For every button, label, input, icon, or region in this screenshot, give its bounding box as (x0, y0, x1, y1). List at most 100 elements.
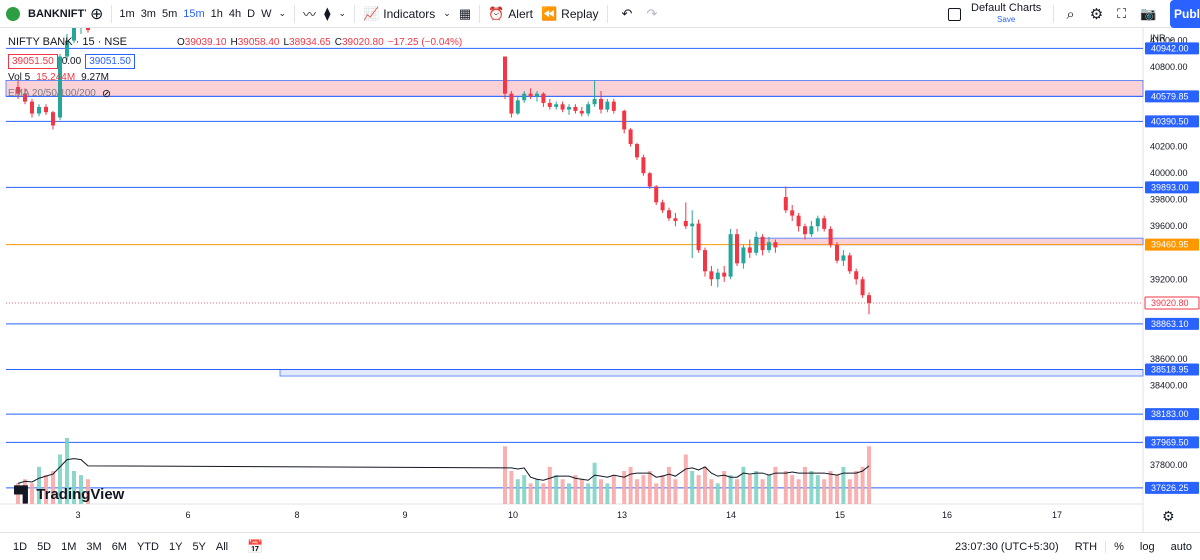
timeframe-5m[interactable]: 5m (161, 7, 178, 20)
indicators-button[interactable]: 📈 Indicators ⌄ (359, 0, 455, 28)
timeframe-dropdown-icon[interactable]: ⌄ (278, 8, 287, 18)
volume-bar-25[interactable] (592, 462, 597, 504)
volume-bar-48[interactable] (747, 475, 752, 504)
publish-button[interactable]: Publish (1170, 0, 1200, 28)
redo-icon[interactable]: ↷ (646, 5, 658, 21)
candle-body-57[interactable] (809, 226, 814, 235)
candle-body-39[interactable] (690, 223, 695, 227)
candle-body-64[interactable] (854, 271, 859, 280)
candle-body-14[interactable] (522, 93, 527, 101)
volume-bar-44[interactable] (722, 471, 727, 504)
candle-body-3[interactable] (37, 106, 41, 114)
candle-body-63[interactable] (847, 255, 852, 272)
volume-bar-65[interactable] (860, 466, 865, 504)
zone-rect-2[interactable] (279, 369, 1144, 377)
buy-price-box[interactable]: 39051.50 (85, 53, 135, 69)
candle-body-15[interactable] (528, 93, 533, 97)
volume-bar-5[interactable] (51, 471, 55, 504)
candle-body-5[interactable] (51, 112, 55, 126)
volume-bar-9[interactable] (79, 475, 83, 504)
volume-bar-6[interactable] (58, 454, 62, 505)
candle-body-60[interactable] (828, 228, 833, 245)
price-label-box-3[interactable] (1145, 181, 1199, 194)
hidden-eye-icon[interactable]: ⊘ (101, 87, 112, 100)
price-label-box-10[interactable] (1145, 481, 1199, 494)
line-chart-type-icon[interactable]: 〰 (303, 7, 317, 22)
range-1d[interactable]: 1D (13, 540, 28, 553)
range-5y[interactable]: 5Y (192, 540, 206, 553)
goto-date-icon[interactable]: 📅 (247, 538, 264, 554)
candlestick-chart[interactable]: INR ⌄41000.0040800.0040200.0040000.00398… (0, 28, 1200, 532)
candle-body-12[interactable] (509, 93, 514, 114)
candle-body-62[interactable] (841, 255, 846, 261)
volume-bar-46[interactable] (735, 479, 739, 504)
volume-bar-59[interactable] (822, 479, 827, 504)
volume-bar-0[interactable] (16, 483, 20, 504)
candle-body-55[interactable] (796, 215, 801, 227)
volume-bar-15[interactable] (528, 483, 533, 504)
scale-settings-gear-icon[interactable]: ⚙ (1162, 509, 1175, 525)
volume-bar-45[interactable] (728, 475, 733, 504)
volume-bar-61[interactable] (835, 475, 839, 504)
search-icon[interactable]: ⌕ (1066, 5, 1075, 23)
volume-bar-43[interactable] (715, 483, 720, 504)
templates-grid-icon[interactable]: ▦ (458, 5, 472, 21)
candle-body-6[interactable] (58, 56, 62, 118)
range-1m[interactable]: 1M (61, 540, 77, 553)
volume-bar-66[interactable] (867, 446, 871, 504)
range-3m[interactable]: 3M (86, 540, 102, 553)
candle-body-4[interactable] (44, 106, 48, 113)
candle-body-13[interactable] (515, 100, 520, 114)
candle-body-26[interactable] (599, 98, 603, 110)
candle-body-24[interactable] (586, 104, 591, 114)
timeframe-1h[interactable]: 1h (210, 7, 223, 20)
price-label-box-5[interactable] (1144, 296, 1200, 310)
candle-body-27[interactable] (605, 101, 610, 110)
candle-body-2[interactable] (30, 101, 34, 114)
volume-bar-62[interactable] (841, 466, 846, 504)
volume-bar-30[interactable] (628, 466, 633, 504)
log-scale-toggle[interactable]: log (1139, 540, 1155, 553)
candle-body-47[interactable] (741, 247, 746, 264)
candle-body-51[interactable] (767, 242, 771, 251)
candle-body-0[interactable] (16, 87, 20, 94)
volume-bar-52[interactable] (773, 466, 778, 504)
price-label-box-8[interactable] (1145, 408, 1199, 421)
volume-bar-50[interactable] (760, 479, 765, 504)
candle-body-35[interactable] (660, 202, 665, 211)
volume-bar-27[interactable] (605, 483, 610, 504)
chart-area[interactable]: INR ⌄ 41000.00 40800.00 40200.00 40000.00 398… (0, 28, 1200, 532)
volume-bar-16[interactable] (535, 479, 539, 504)
candle-body-37[interactable] (673, 218, 678, 221)
timeframe-3m[interactable]: 3m (140, 7, 156, 20)
candle-body-32[interactable] (641, 157, 646, 174)
candle-body-43[interactable] (715, 272, 720, 280)
price-label-box-2[interactable] (1145, 115, 1199, 128)
range-ytd[interactable]: YTD (136, 540, 159, 553)
tradingview-logo[interactable]: ▀▌ TradingView (14, 486, 124, 503)
timeframe-W[interactable]: W (261, 7, 272, 20)
volume-bar-37[interactable] (673, 479, 678, 504)
ema-label[interactable]: EMA 20/50/100/200 (8, 87, 96, 99)
volume-bar-12[interactable] (509, 471, 514, 504)
candle-body-16[interactable] (535, 93, 539, 97)
volume-bar-13[interactable] (515, 479, 520, 504)
candle-body-52[interactable] (773, 242, 778, 248)
volume-bar-63[interactable] (847, 479, 852, 504)
range-5d[interactable]: 5D (37, 540, 52, 553)
candle-body-54[interactable] (790, 210, 795, 216)
sell-price-box[interactable]: 39051.50 (8, 53, 58, 69)
volume-bar-4[interactable] (44, 475, 48, 504)
candle-body-10[interactable] (86, 28, 90, 31)
zone-rect-1[interactable] (757, 237, 1144, 246)
candle-body-41[interactable] (703, 250, 707, 272)
price-label-box-7[interactable] (1145, 363, 1199, 376)
volume-bar-14[interactable] (522, 475, 527, 504)
range-1y[interactable]: 1Y (168, 540, 183, 553)
volume-bar-34[interactable] (654, 483, 659, 504)
volume-bar-28[interactable] (611, 475, 616, 504)
volume-bar-38[interactable] (683, 454, 688, 505)
candle-body-46[interactable] (735, 234, 739, 264)
undo-icon[interactable]: ↶ (621, 5, 633, 21)
candle-body-50[interactable] (760, 236, 765, 251)
